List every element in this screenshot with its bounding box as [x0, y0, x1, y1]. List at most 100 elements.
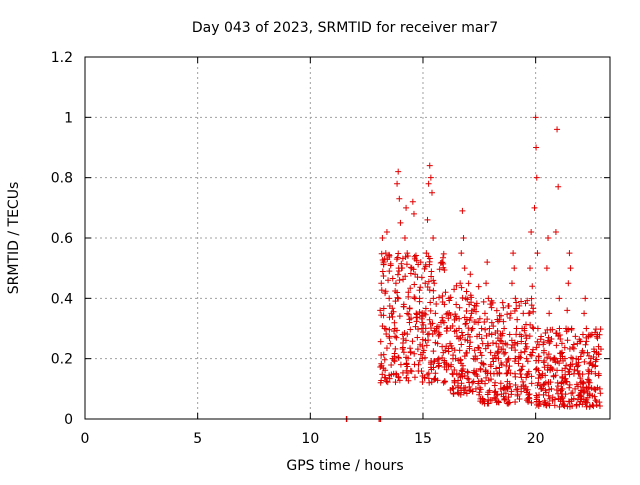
data-point [582, 295, 589, 302]
data-point [586, 392, 593, 399]
data-point [482, 380, 489, 387]
data-point [432, 310, 439, 317]
data-point [422, 280, 429, 287]
data-point [514, 340, 521, 347]
data-point [517, 349, 524, 356]
data-point [439, 292, 446, 299]
data-point [412, 323, 419, 330]
data-point [427, 174, 434, 181]
data-point [489, 299, 496, 306]
data-point [592, 329, 599, 336]
data-point [451, 316, 458, 323]
data-point [449, 385, 456, 392]
data-point [516, 395, 523, 402]
data-point [498, 391, 505, 398]
data-point [447, 294, 454, 301]
data-point [542, 329, 549, 336]
data-point [420, 321, 427, 328]
data-point [417, 351, 424, 358]
data-point [395, 168, 402, 175]
data-point [498, 332, 505, 339]
data-point [467, 271, 474, 278]
data-point [403, 367, 410, 374]
data-point [591, 393, 598, 400]
data-point [402, 337, 409, 344]
data-point [440, 250, 447, 257]
data-point [487, 396, 494, 403]
data-point [525, 368, 532, 375]
data-point [445, 348, 452, 355]
data-point [565, 368, 572, 375]
data-point [512, 399, 519, 406]
data-point [485, 377, 492, 384]
data-point [413, 314, 420, 321]
x-tick-label: 5 [193, 431, 202, 447]
data-point [529, 283, 536, 290]
data-point [562, 391, 569, 398]
data-point [522, 332, 529, 339]
data-point [521, 348, 528, 355]
data-point [565, 280, 572, 287]
data-point [491, 394, 498, 401]
data-point [430, 235, 437, 241]
data-point [386, 303, 393, 310]
data-point [393, 334, 400, 341]
data-point [398, 260, 405, 267]
data-point [411, 255, 418, 262]
data-point [463, 308, 470, 315]
data-point [563, 362, 570, 369]
data-point [428, 273, 435, 280]
data-point [441, 267, 448, 274]
data-point [519, 378, 526, 385]
data-point [399, 344, 406, 351]
data-point [384, 256, 391, 263]
data-point [386, 375, 393, 382]
data-point [426, 261, 433, 268]
data-point [493, 365, 500, 372]
data-point [388, 371, 395, 378]
data-point [383, 228, 390, 235]
data-point [459, 362, 466, 369]
data-point [465, 280, 472, 287]
data-point [534, 394, 541, 401]
data-point [385, 277, 392, 284]
data-point [407, 270, 414, 277]
data-point [387, 262, 394, 269]
data-point [566, 250, 573, 257]
data-point [478, 352, 485, 359]
data-point [503, 383, 510, 390]
data-point [534, 250, 541, 257]
data-point [479, 399, 486, 406]
data-point [405, 355, 412, 362]
data-point [381, 356, 388, 363]
data-point [396, 313, 403, 320]
data-point [392, 345, 399, 352]
data-point [457, 374, 464, 381]
data-point [585, 378, 592, 385]
data-point [488, 319, 495, 326]
data-point [500, 318, 507, 325]
data-point [496, 369, 503, 376]
data-point [512, 382, 519, 389]
data-point [569, 361, 576, 368]
data-point [442, 289, 449, 296]
data-point [553, 386, 560, 393]
data-point [506, 380, 513, 387]
data-point [509, 341, 516, 348]
data-point [568, 326, 575, 333]
data-point [392, 379, 399, 386]
data-point [532, 114, 539, 121]
data-point [498, 359, 505, 366]
data-point [481, 318, 488, 325]
data-point [574, 396, 581, 403]
data-point [551, 354, 558, 361]
data-point [553, 342, 560, 349]
data-point [442, 347, 449, 354]
data-point [428, 357, 435, 364]
data-point [497, 385, 504, 392]
data-point [541, 380, 548, 387]
data-point [556, 325, 563, 332]
data-point [500, 385, 507, 392]
data-point [467, 314, 474, 321]
